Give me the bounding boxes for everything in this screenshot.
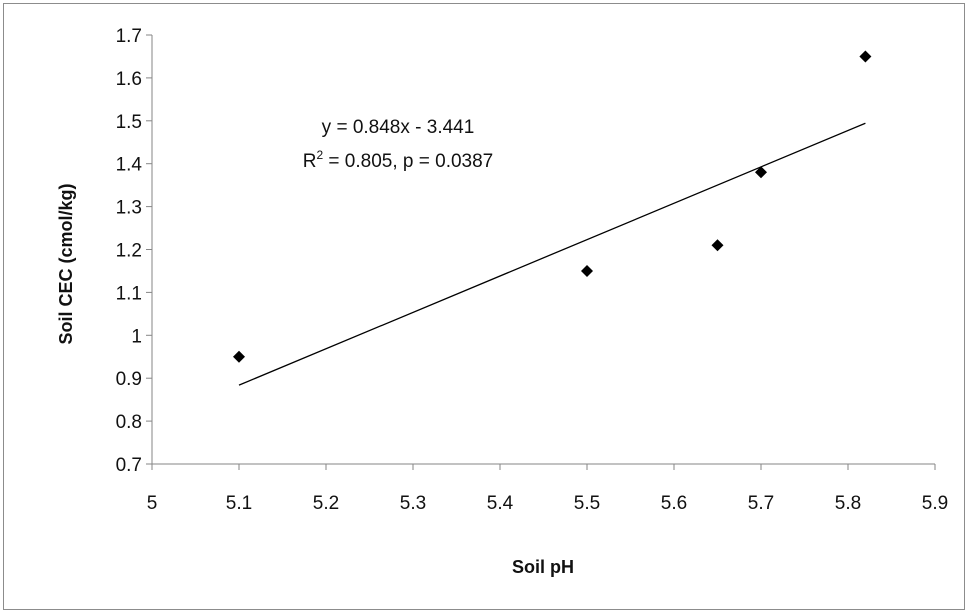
y-tick-label: 1.4 — [116, 155, 143, 176]
x-tick-label: 5 — [147, 493, 158, 514]
data-point — [711, 239, 724, 252]
data-point — [581, 264, 593, 277]
y-tick-label: 0.8 — [116, 412, 142, 433]
data-points — [233, 50, 872, 363]
x-tick-label: 5.6 — [661, 493, 687, 514]
y-tick-labels: 0.7 0.8 0.9 1 1.1 1.2 1.3 1.4 1.5 1.6 1.7 — [116, 26, 143, 476]
equation-label: y = 0.848x - 3.441 — [322, 117, 475, 138]
x-tick-label: 5.7 — [748, 493, 774, 514]
r2-superscript: 2 — [316, 148, 323, 162]
y-tick-label: 1 — [131, 326, 142, 347]
y-tick-label: 1.7 — [116, 26, 142, 47]
x-tick-label: 5.8 — [835, 493, 861, 514]
y-tick-label: 1.3 — [116, 198, 142, 219]
y-tick-label: 1.6 — [116, 69, 142, 90]
x-tick-label: 5.4 — [487, 493, 514, 514]
x-axis-title: Soil pH — [512, 557, 574, 577]
y-tick-label: 0.9 — [116, 369, 142, 390]
y-tick-label: 1.1 — [116, 283, 142, 304]
data-point — [755, 166, 767, 179]
y-tick-label: 1.2 — [116, 241, 142, 262]
r2-prefix: R — [303, 151, 317, 172]
x-tick-label: 5.2 — [313, 493, 339, 514]
axes — [146, 34, 936, 470]
y-tick-label: 0.7 — [116, 455, 142, 476]
y-tick-label: 1.5 — [116, 112, 142, 133]
x-tick-label: 5.3 — [400, 493, 426, 514]
x-tick-label: 5.9 — [922, 493, 948, 514]
x-tick-label: 5.1 — [226, 493, 252, 514]
y-axis-title: Soil CEC (cmol/kg) — [56, 183, 76, 344]
x-tick-label: 5.5 — [574, 493, 600, 514]
x-tick-labels: 5 5.1 5.2 5.3 5.4 5.5 5.6 5.7 5.8 5.9 — [147, 493, 949, 514]
r2-suffix: = 0.805, p = 0.0387 — [323, 151, 493, 172]
chart-frame — [3, 3, 965, 610]
data-point — [233, 350, 245, 363]
r-squared-label: R2 = 0.805, p = 0.0387 — [303, 148, 494, 172]
data-point — [859, 50, 872, 63]
